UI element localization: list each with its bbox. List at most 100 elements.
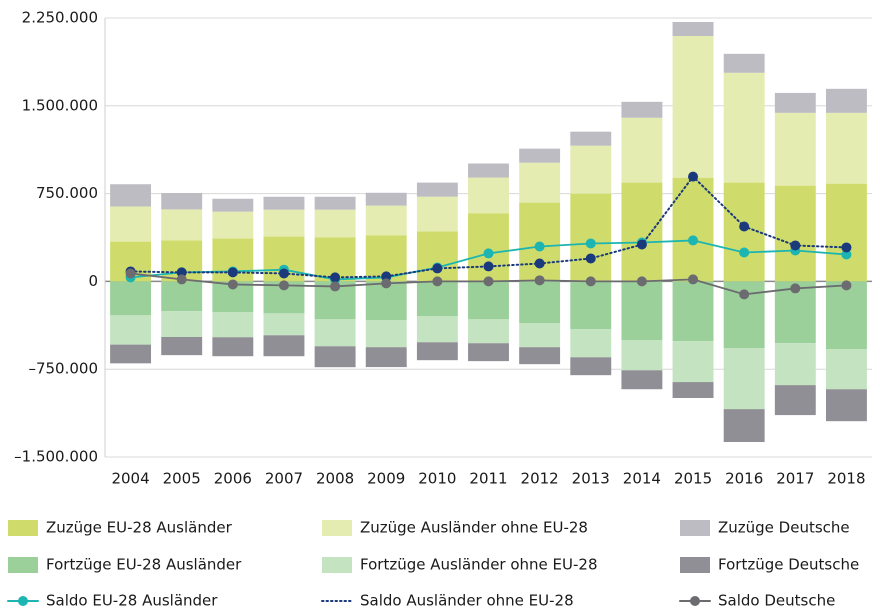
line-marker bbox=[688, 235, 699, 246]
legend-swatch bbox=[680, 557, 710, 573]
x-tick-label: 2008 bbox=[316, 470, 354, 488]
line-marker bbox=[432, 276, 443, 287]
bar bbox=[212, 211, 254, 239]
bar bbox=[621, 182, 663, 282]
legend-label: Fortzüge Deutsche bbox=[718, 556, 859, 574]
bar bbox=[365, 205, 407, 236]
line-marker bbox=[483, 261, 494, 272]
bar bbox=[161, 193, 203, 210]
bar bbox=[672, 36, 714, 178]
line-marker bbox=[330, 281, 341, 292]
bar bbox=[110, 184, 152, 207]
x-tick-label: 2010 bbox=[418, 470, 456, 488]
x-tick-label: 2016 bbox=[725, 470, 763, 488]
bar bbox=[774, 385, 816, 416]
bar bbox=[468, 163, 509, 178]
line bbox=[129, 175, 848, 279]
bar bbox=[263, 335, 305, 357]
bar bbox=[672, 382, 714, 398]
bar bbox=[161, 337, 203, 356]
y-tick-label: –750.000 bbox=[28, 360, 98, 378]
line-marker bbox=[534, 241, 545, 252]
line-marker bbox=[636, 239, 647, 250]
line-marker bbox=[739, 247, 750, 258]
bar bbox=[110, 281, 152, 316]
line-marker bbox=[125, 268, 136, 279]
legend-label: Fortzüge EU-28 Ausländer bbox=[46, 556, 242, 574]
bar bbox=[416, 342, 458, 361]
bar bbox=[519, 347, 561, 365]
bar bbox=[570, 281, 612, 330]
x-tick-label: 2017 bbox=[776, 470, 814, 488]
legend-swatch bbox=[680, 520, 710, 536]
bar bbox=[110, 344, 152, 364]
bar bbox=[723, 409, 765, 443]
bar bbox=[365, 320, 407, 348]
bar bbox=[570, 329, 612, 358]
bar bbox=[161, 281, 203, 312]
legend-label: Zuzüge Deutsche bbox=[718, 519, 850, 537]
line-marker bbox=[739, 289, 750, 300]
line-marker bbox=[688, 171, 699, 182]
bar bbox=[621, 370, 663, 390]
bar bbox=[621, 117, 663, 183]
line-marker bbox=[841, 249, 852, 260]
line-marker bbox=[381, 278, 392, 289]
bar bbox=[672, 21, 714, 37]
line-marker bbox=[176, 274, 187, 285]
line-marker bbox=[534, 258, 545, 269]
bar bbox=[468, 343, 509, 362]
bar bbox=[416, 182, 458, 197]
bar bbox=[212, 198, 254, 212]
legend-swatch bbox=[322, 557, 352, 573]
bar bbox=[621, 101, 663, 118]
line-marker bbox=[483, 248, 494, 259]
bar bbox=[468, 281, 509, 320]
bar bbox=[263, 209, 305, 237]
bar bbox=[825, 183, 867, 282]
bar bbox=[110, 206, 152, 242]
bar bbox=[416, 196, 458, 232]
bar bbox=[621, 281, 663, 341]
line-marker bbox=[176, 267, 187, 278]
line-marker bbox=[585, 253, 596, 264]
line-marker bbox=[330, 272, 341, 283]
legend-label: Fortzüge Ausländer ohne EU-28 bbox=[360, 556, 598, 574]
legend-label: Saldo EU-28 Ausländer bbox=[46, 592, 218, 610]
y-tick-label: 0 bbox=[88, 272, 98, 290]
bar bbox=[468, 319, 509, 344]
legend-marker bbox=[18, 596, 28, 606]
bar bbox=[416, 281, 458, 317]
legend-label: Zuzüge EU-28 Ausländer bbox=[46, 519, 233, 537]
y-tick-label: 2.250.000 bbox=[22, 9, 98, 27]
bar bbox=[570, 145, 612, 194]
legend-swatch bbox=[322, 520, 352, 536]
legend-label: Saldo Ausländer ohne EU-28 bbox=[360, 592, 574, 610]
x-tick-label: 2007 bbox=[265, 470, 303, 488]
bar bbox=[212, 312, 254, 338]
bar bbox=[774, 185, 816, 282]
line-marker bbox=[227, 267, 238, 278]
x-tick-label: 2018 bbox=[827, 470, 865, 488]
bar bbox=[365, 192, 407, 206]
x-tick-label: 2006 bbox=[214, 470, 252, 488]
bar bbox=[570, 131, 612, 146]
y-tick-label: 1.500.000 bbox=[22, 96, 98, 114]
bar bbox=[570, 357, 612, 376]
bar bbox=[314, 209, 356, 238]
bar bbox=[263, 313, 305, 336]
line-marker bbox=[841, 242, 852, 253]
line-marker bbox=[841, 280, 852, 291]
bar bbox=[212, 337, 254, 357]
legend-label: Saldo Deutsche bbox=[718, 592, 835, 610]
bar bbox=[314, 346, 356, 368]
y-tick-label: 750.000 bbox=[36, 184, 98, 202]
x-tick-label: 2015 bbox=[674, 470, 712, 488]
line-marker bbox=[432, 263, 443, 274]
bar bbox=[161, 209, 203, 241]
bar bbox=[519, 162, 561, 203]
x-tick-label: 2005 bbox=[163, 470, 201, 488]
line-marker bbox=[227, 279, 238, 290]
bar bbox=[723, 72, 765, 183]
bar bbox=[468, 177, 509, 214]
